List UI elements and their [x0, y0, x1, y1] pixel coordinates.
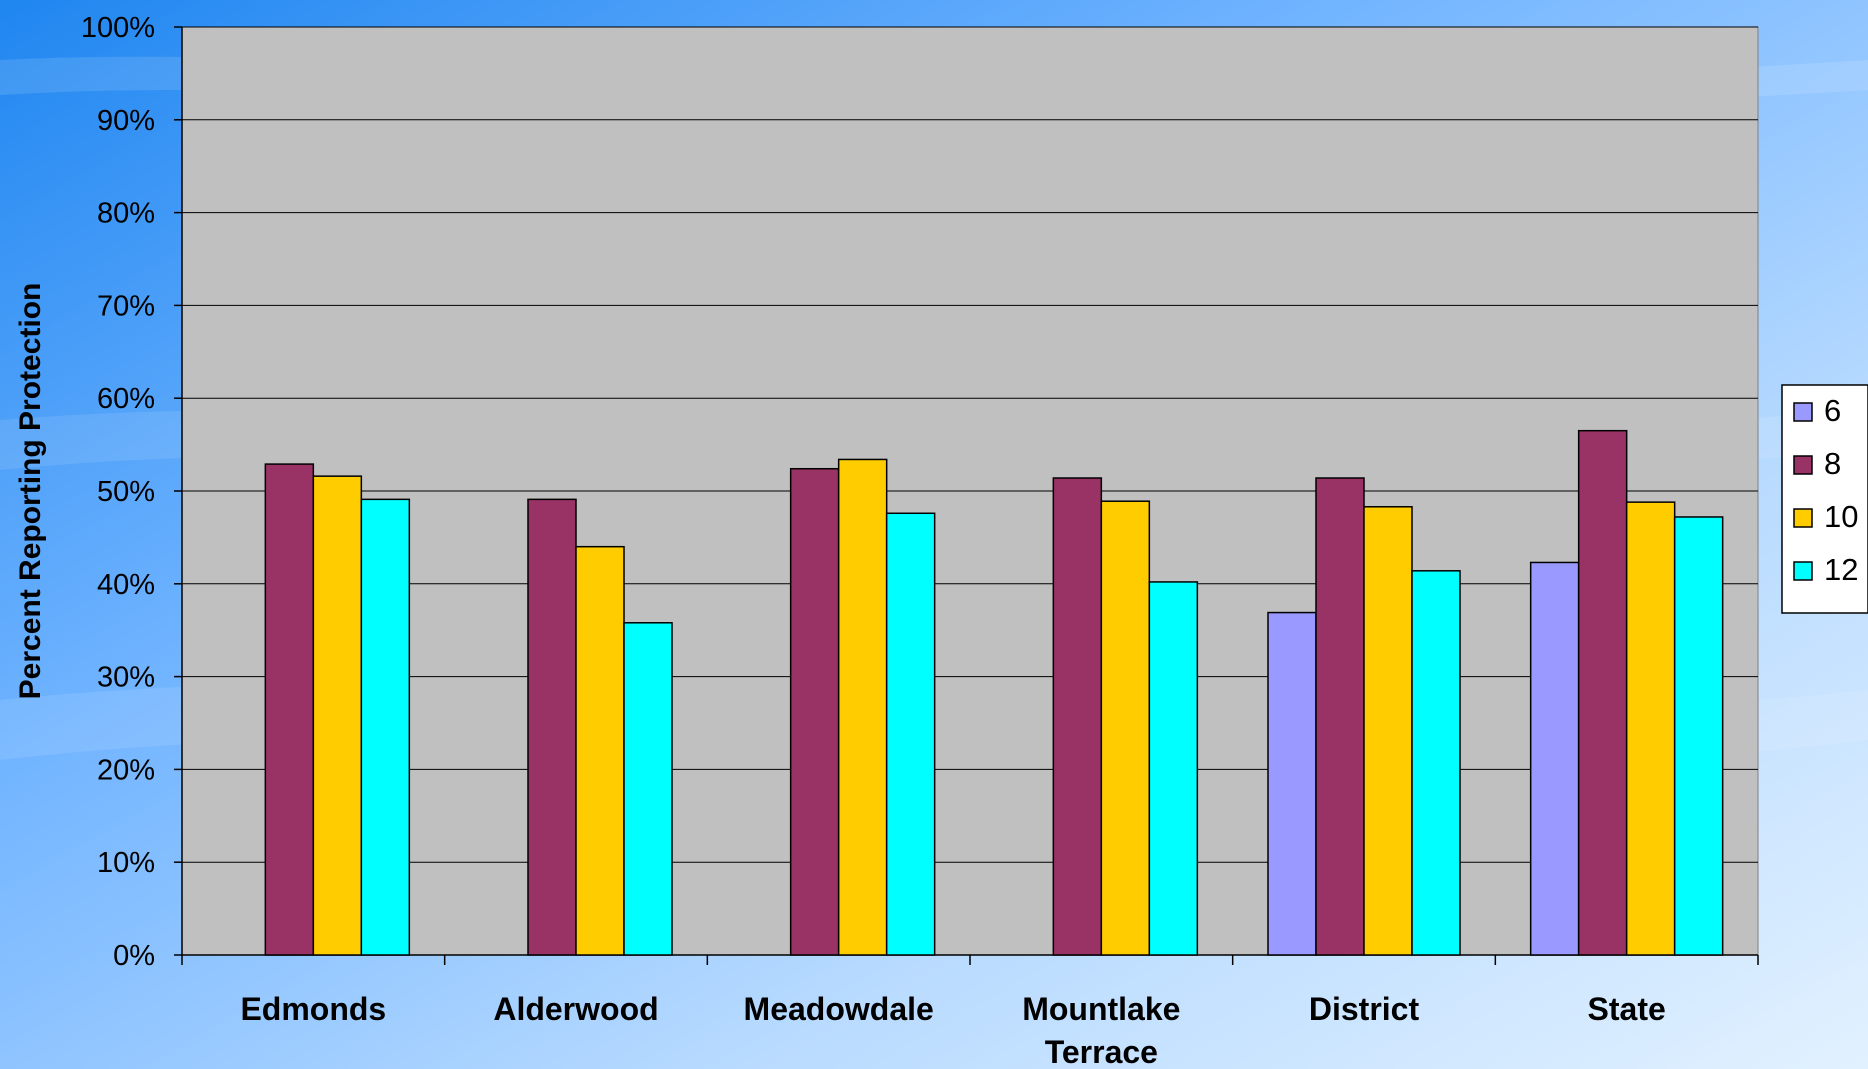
bar	[1052, 477, 1103, 956]
legend-swatch	[1793, 402, 1813, 422]
y-axis-title: Percent Reporting Protection	[14, 283, 47, 700]
legend-swatch	[1793, 561, 1813, 581]
bar	[1100, 500, 1151, 956]
bar	[312, 475, 363, 956]
legend-swatch	[1793, 508, 1813, 528]
y-tick-label: 50%	[97, 476, 155, 508]
y-axis: 0% 10% 20% 30% 40% 50% 60% 70% 80% 90% 100%	[81, 12, 183, 972]
legend-swatch	[1793, 455, 1813, 475]
bar	[1148, 581, 1199, 956]
y-tick-label: 30%	[97, 662, 155, 694]
x-axis: Edmonds Alderwood Meadowdale Mountlake Terra…	[181, 954, 1759, 1069]
bar	[264, 463, 315, 956]
bar	[1411, 570, 1461, 956]
gridlines	[182, 26, 1758, 863]
legend-label: 8	[1824, 446, 1841, 481]
bar	[1577, 429, 1628, 956]
bar	[885, 512, 936, 956]
x-tick-label: Meadowdale	[744, 991, 934, 1027]
bar	[1529, 561, 1580, 956]
legend-label: 6	[1824, 393, 1841, 428]
legend: 6 8 10 12	[1781, 384, 1868, 614]
y-tick-label: 0%	[113, 940, 155, 972]
bar	[1673, 516, 1724, 956]
x-tick-label: Alderwood	[493, 991, 658, 1027]
x-tick-label: District	[1309, 991, 1420, 1027]
y-tick-label: 80%	[97, 198, 155, 230]
bar	[1363, 506, 1413, 956]
bar	[360, 498, 411, 956]
bar	[1267, 611, 1317, 956]
y-tick-label: 70%	[97, 290, 155, 322]
bar	[789, 467, 840, 956]
y-tick-label: 10%	[97, 847, 155, 879]
legend-label: 10	[1824, 499, 1858, 534]
x-tick-label: Mountlake Terrace	[1022, 991, 1180, 1069]
y-tick-label: 90%	[97, 105, 155, 137]
bar	[1625, 501, 1676, 956]
bar	[837, 458, 888, 956]
legend-label: 12	[1824, 552, 1858, 587]
y-tick-label: 100%	[81, 12, 155, 44]
x-tick-label: State	[1588, 991, 1666, 1027]
y-tick-label: 60%	[97, 383, 155, 415]
bars	[264, 429, 1724, 956]
y-tick-label: 20%	[97, 754, 155, 786]
bar	[623, 622, 673, 956]
y-tick-label: 40%	[97, 569, 155, 601]
bar	[527, 498, 577, 956]
bar	[575, 545, 625, 956]
x-tick-label: Edmonds	[240, 991, 386, 1027]
bar	[1315, 477, 1365, 956]
